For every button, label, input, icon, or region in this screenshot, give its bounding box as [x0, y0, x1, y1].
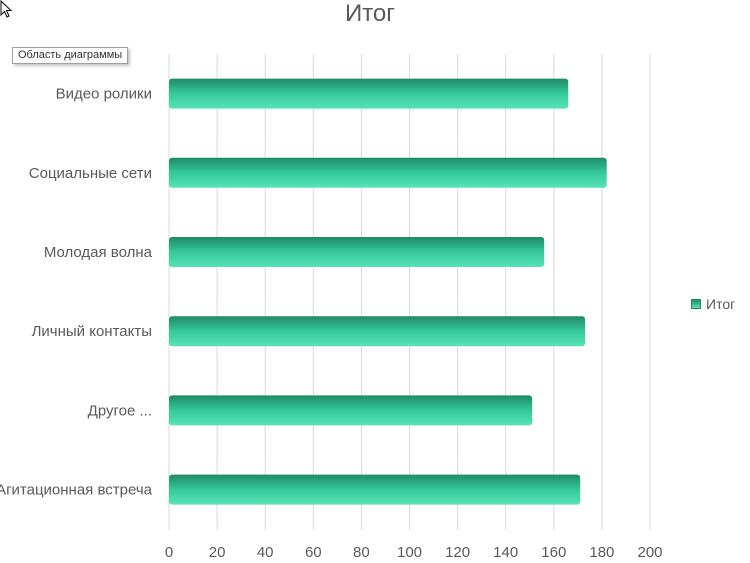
category-label: Молодая волна: [44, 244, 153, 261]
x-tick-label: 80: [353, 544, 370, 561]
x-tick-label: 120: [445, 544, 470, 561]
legend-swatch: [691, 299, 701, 309]
x-tick-label: 180: [589, 544, 614, 561]
bar[interactable]: [169, 78, 569, 109]
x-tick-label: 160: [541, 544, 566, 561]
x-tick-label: 20: [209, 544, 226, 561]
category-label: Другое ...: [88, 402, 152, 419]
x-tick-label: 200: [637, 544, 662, 561]
category-label: Видео ролики: [56, 86, 152, 103]
gridlines: [168, 54, 651, 530]
bar[interactable]: [169, 395, 533, 426]
category-label: Личный контакты: [32, 323, 152, 340]
x-tick-label: 100: [397, 544, 422, 561]
bar[interactable]: [169, 157, 607, 188]
x-tick-label: 40: [257, 544, 274, 561]
category-label: Агитационная встреча: [0, 482, 153, 499]
category-label: Социальные сети: [29, 165, 152, 182]
mouse-cursor-icon: [0, 0, 13, 18]
legend-label: Итог: [706, 296, 736, 312]
x-tick-label: 0: [165, 544, 173, 561]
legend: Итог: [691, 295, 735, 313]
bar[interactable]: [169, 474, 581, 505]
x-tick-label: 140: [493, 544, 518, 561]
bar[interactable]: [169, 237, 545, 267]
chart-area-tooltip: Область диаграммы: [12, 47, 129, 64]
bar[interactable]: [169, 316, 586, 347]
x-tick-label: 60: [305, 544, 322, 561]
bars-group: [169, 78, 607, 505]
chart-title: Итог: [344, 0, 396, 27]
category-labels: Видео ролики Социальные сети Молодая волна…: [0, 86, 153, 499]
x-axis-tick-labels: 0 20 40 60 80 100 120 140 160 180 200: [165, 544, 663, 561]
